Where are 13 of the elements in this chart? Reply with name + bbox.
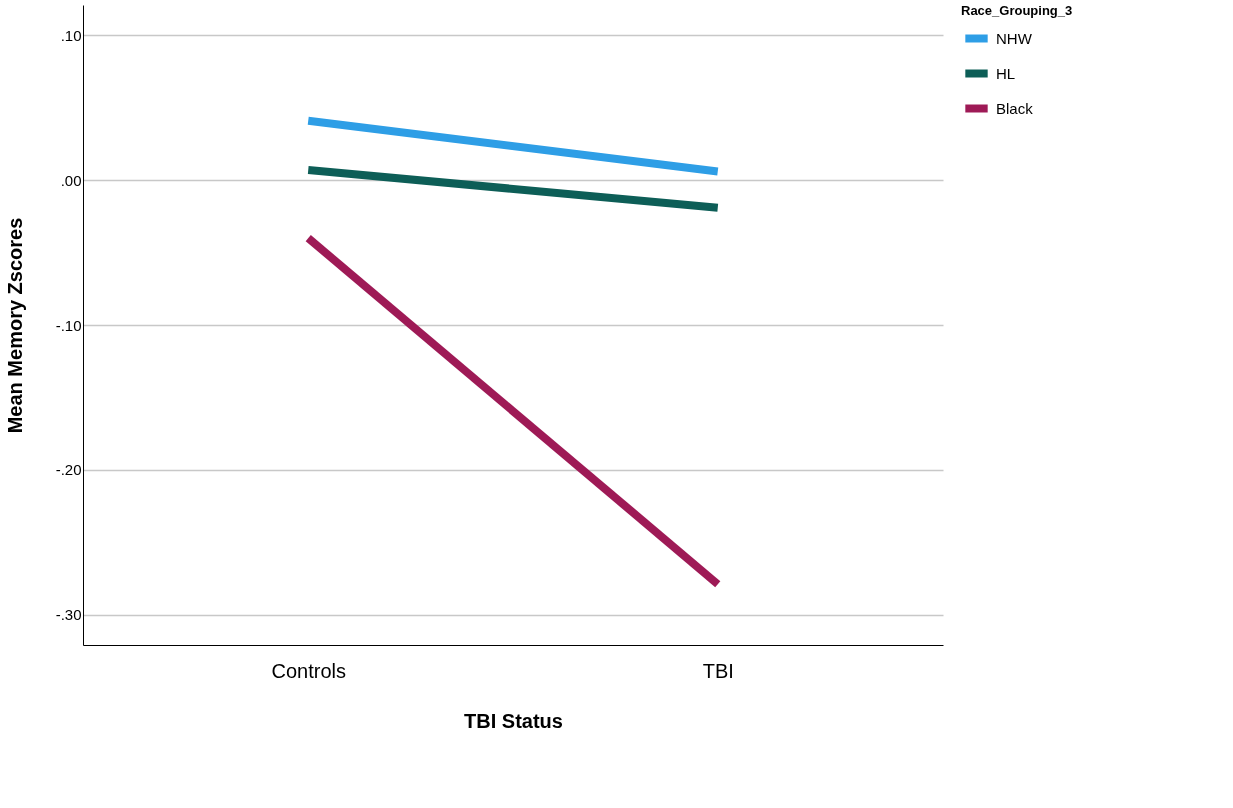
y-tick-label: -.20 <box>55 461 82 479</box>
legend-label: NHW <box>996 29 1033 47</box>
x-tick-label: TBI <box>702 659 734 682</box>
legend-title: Race_Grouping_3 <box>961 3 1073 18</box>
x-tick-label: Controls <box>271 659 346 682</box>
y-tick-label: .00 <box>60 171 82 189</box>
y-axis-title: Mean Memory Zscores <box>3 217 26 434</box>
y-tick-label: .10 <box>60 26 82 44</box>
x-axis-title: TBI Status <box>464 709 563 732</box>
legend-label: HL <box>996 64 1016 82</box>
y-tick-label: -.30 <box>55 606 82 624</box>
legend-label: Black <box>996 99 1034 117</box>
y-tick-label: -.10 <box>55 316 82 334</box>
